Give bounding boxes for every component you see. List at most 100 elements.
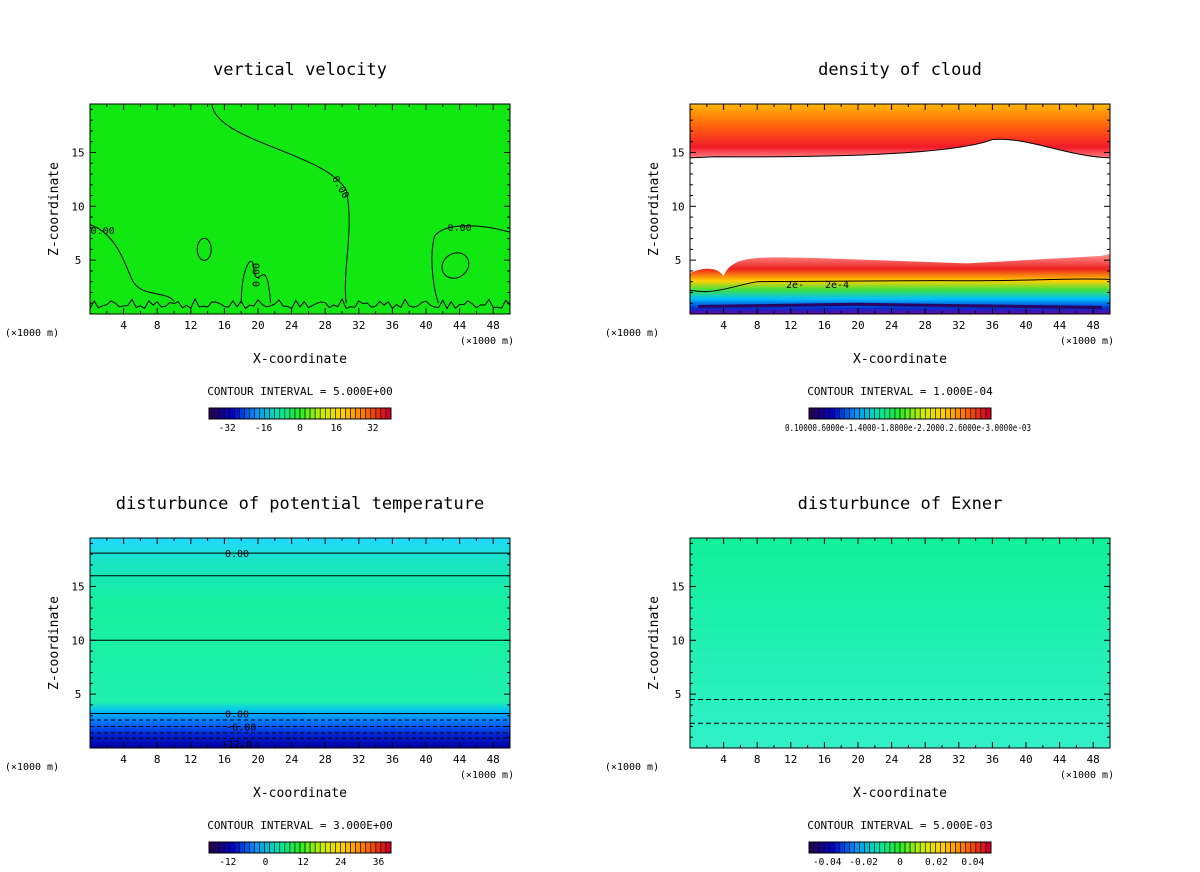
colorbar-segment [960,407,967,420]
colorbar-segment [874,407,881,420]
colorbar-segment [808,407,815,420]
x-tick-label: 8 [154,319,161,332]
colorbar-segment [385,841,392,854]
colorbar-frame [808,407,992,420]
contour-label: 0.00 [225,710,249,721]
colorbar-segment [844,407,850,420]
x-tick-label: 16 [218,753,231,766]
colorbar-segment [950,841,956,854]
ex-field [690,538,1110,748]
x-tick-label: 36 [386,753,399,766]
colorbar-segment [330,407,336,420]
colorbar-frame [208,841,392,854]
x-tick-label: 32 [952,753,965,766]
colorbar-segment [264,841,270,854]
colorbar-segment [955,407,961,420]
x-tick-label: 40 [1019,753,1032,766]
colorbar-segment [233,841,240,854]
colorbar-segment [223,841,230,854]
x-tick-label: 36 [386,319,399,332]
plot-frame [689,103,1111,315]
x-tick-label: 40 [419,319,432,332]
colorbar-segment [914,407,921,420]
colorbar-segment [319,407,326,420]
colorbar-segment [864,841,870,854]
x-tick-label: 24 [285,753,299,766]
colorbar-segment [259,407,265,420]
colorbar-segment [239,407,245,420]
x-tick-label: 28 [319,319,332,332]
colorbar-tick-label: -0.02 [849,857,878,868]
colorbar-segment [309,841,316,854]
y-tick-label: 5 [75,688,82,701]
y-tick-label: 15 [671,580,684,593]
colorbar-tick-label: 0 [297,423,303,434]
contour-interval: CONTOUR INTERVAL = 5.000E-03 [807,819,992,832]
colorbar-segment [859,407,865,420]
colorbar-segment [955,841,961,854]
colorbar-segment [864,407,870,420]
colorbar-tick-label: -32 [219,423,236,434]
colorbar-segment [340,841,346,854]
colorbar-segment [823,407,830,420]
contour-label: 0.00 [448,223,472,234]
x-tick-label: 24 [885,753,899,766]
colorbar-segment [828,841,835,854]
colorbar-segment [228,407,235,420]
x-axis-label: X-coordinate [853,352,947,367]
colorbar-segment [304,407,311,420]
colorbar-segment [350,407,356,420]
colorbar-segment [899,841,906,854]
colorbar-segment [254,407,260,420]
pt-field [90,538,510,748]
x-tick-label: 32 [352,753,365,766]
colorbar-segment [345,841,351,854]
colorbar-segment [935,841,941,854]
colorbar-segment [254,841,260,854]
colorbar-segment [869,841,876,854]
x-axis-label: X-coordinate [253,352,347,367]
colorbar-frame [208,407,392,420]
colorbar-segment [233,407,240,420]
colorbar-segment [854,841,860,854]
colorbar-segment [380,841,387,854]
colorbar-segment [919,407,926,420]
colorbar-segment [370,841,377,854]
colorbar-segment [218,407,225,420]
colorbar-segment [244,841,250,854]
vv-field [90,104,510,314]
colorbar-segment [879,407,886,420]
contour-label: -12.0 [222,740,252,751]
contour-label: -6.00 [226,722,256,733]
x-tick-label: 44 [453,753,467,766]
x-tick-label: 12 [784,753,797,766]
colorbar-segment [314,407,321,420]
y-tick-label: 15 [71,146,84,159]
colorbar-segment [365,841,372,854]
colorbar-segment [249,407,255,420]
colorbar-tick-label: 16 [331,423,343,434]
contour-label: 2e- [786,280,804,291]
x-tick-label: 44 [453,319,467,332]
colorbar-segment [239,841,245,854]
colorbar-segment [279,407,286,420]
x-tick-label: 48 [1087,319,1100,332]
colorbar-tick-label: 0 [263,857,269,868]
x-tick-label: 36 [986,319,999,332]
colorbar-segment [289,841,296,854]
x-tick-label: 4 [720,319,727,332]
x-unit-left: (×1000 m) [5,328,59,339]
colorbar-segment [294,407,301,420]
colorbar-segment [818,407,825,420]
x-tick-label: 28 [919,753,932,766]
x-tick-label: 16 [818,319,831,332]
colorbar-segment [854,407,860,420]
colorbar-segment [269,841,276,854]
colorbar-segment [924,407,931,420]
chart-title: density of cloud [818,60,982,80]
colorbar-tick-label: 0 [897,857,903,868]
x-tick-label: 20 [851,319,864,332]
colorbar-segment [314,841,321,854]
y-tick-label: 10 [71,634,84,647]
